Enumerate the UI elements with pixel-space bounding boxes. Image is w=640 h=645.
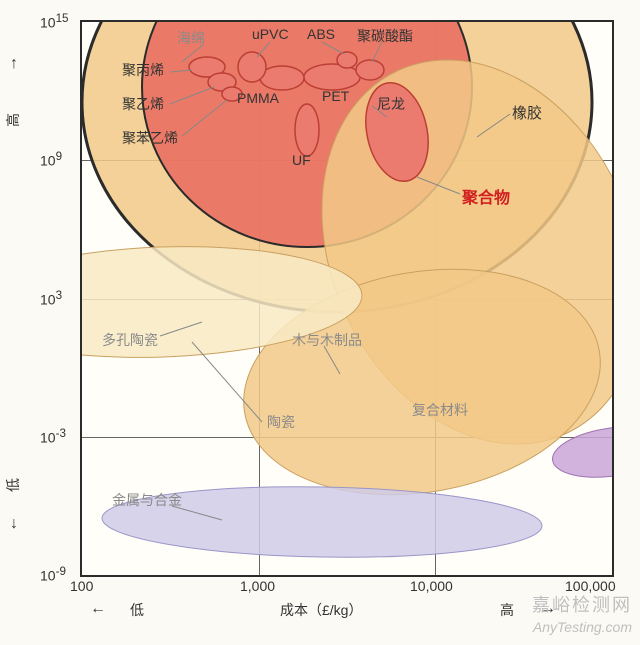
- label-porous_ceramic: 多孔陶瓷: [102, 330, 158, 350]
- label-ceramic: 陶瓷: [267, 412, 295, 432]
- x-high: 高: [500, 600, 514, 620]
- ytick-4: 10-9: [40, 565, 66, 584]
- x-arrow-left-icon: ←: [90, 600, 106, 618]
- xtick-1: 1,000: [240, 578, 275, 594]
- y-arrow-down-icon: ↓: [10, 515, 18, 533]
- ytick-0: 1015: [40, 12, 69, 31]
- label-metals: 金属与合金: [112, 490, 182, 510]
- label-polymer: 聚合物: [462, 184, 510, 208]
- upvc-bubble: [238, 52, 266, 82]
- xtick-0: 100: [70, 578, 93, 594]
- watermark-url: AnyTesting.com: [533, 619, 632, 635]
- label-rubber: 橡胶: [512, 102, 542, 123]
- label-sponge: 海绵: [177, 28, 205, 48]
- y-high: 高: [3, 113, 23, 127]
- abs-bubble: [337, 52, 357, 68]
- y-axis-label: 电阻率（Ωm）: [0, 208, 2, 300]
- watermark-text: 嘉峪检测网: [532, 591, 632, 617]
- y-arrow-up-icon: ↑: [10, 55, 18, 73]
- xtick-2: 10,000: [410, 578, 453, 594]
- label-upvc: uPVC: [252, 26, 289, 42]
- ytick-1: 109: [40, 150, 62, 169]
- pmma-bubble: [260, 66, 304, 90]
- pc-bubble: [356, 60, 384, 80]
- label-nylon: 尼龙: [377, 94, 405, 114]
- x-axis-label: 成本（£/kg）: [280, 600, 362, 620]
- uf-bubble: [295, 104, 319, 156]
- label-pc: 聚碳酸酯: [357, 26, 413, 46]
- label-pmma: PMMA: [237, 90, 279, 106]
- label-pp: 聚丙烯: [122, 60, 164, 80]
- y-low: 低: [3, 478, 23, 492]
- chart-root: 1015 109 103 10-3 10-9 电阻率（Ωm） 高 ↑ 低 ↓: [0, 0, 640, 645]
- label-pe: 聚乙烯: [122, 94, 164, 114]
- label-ps: 聚苯乙烯: [122, 128, 178, 148]
- label-pet: PET: [322, 88, 349, 104]
- x-low: 低: [130, 600, 144, 620]
- ytick-3: 10-3: [40, 427, 66, 446]
- label-uf: UF: [292, 152, 311, 168]
- plot-area: 海绵聚丙烯聚乙烯聚苯乙烯 uPVC ABS 聚碳酸酯 PMMA PET UF 尼龙 橡胶聚合物多…: [80, 20, 614, 577]
- ytick-2: 103: [40, 289, 62, 308]
- label-wood: 木与木制品: [292, 330, 362, 350]
- label-abs: ABS: [307, 26, 335, 42]
- label-composite: 复合材料: [412, 400, 468, 420]
